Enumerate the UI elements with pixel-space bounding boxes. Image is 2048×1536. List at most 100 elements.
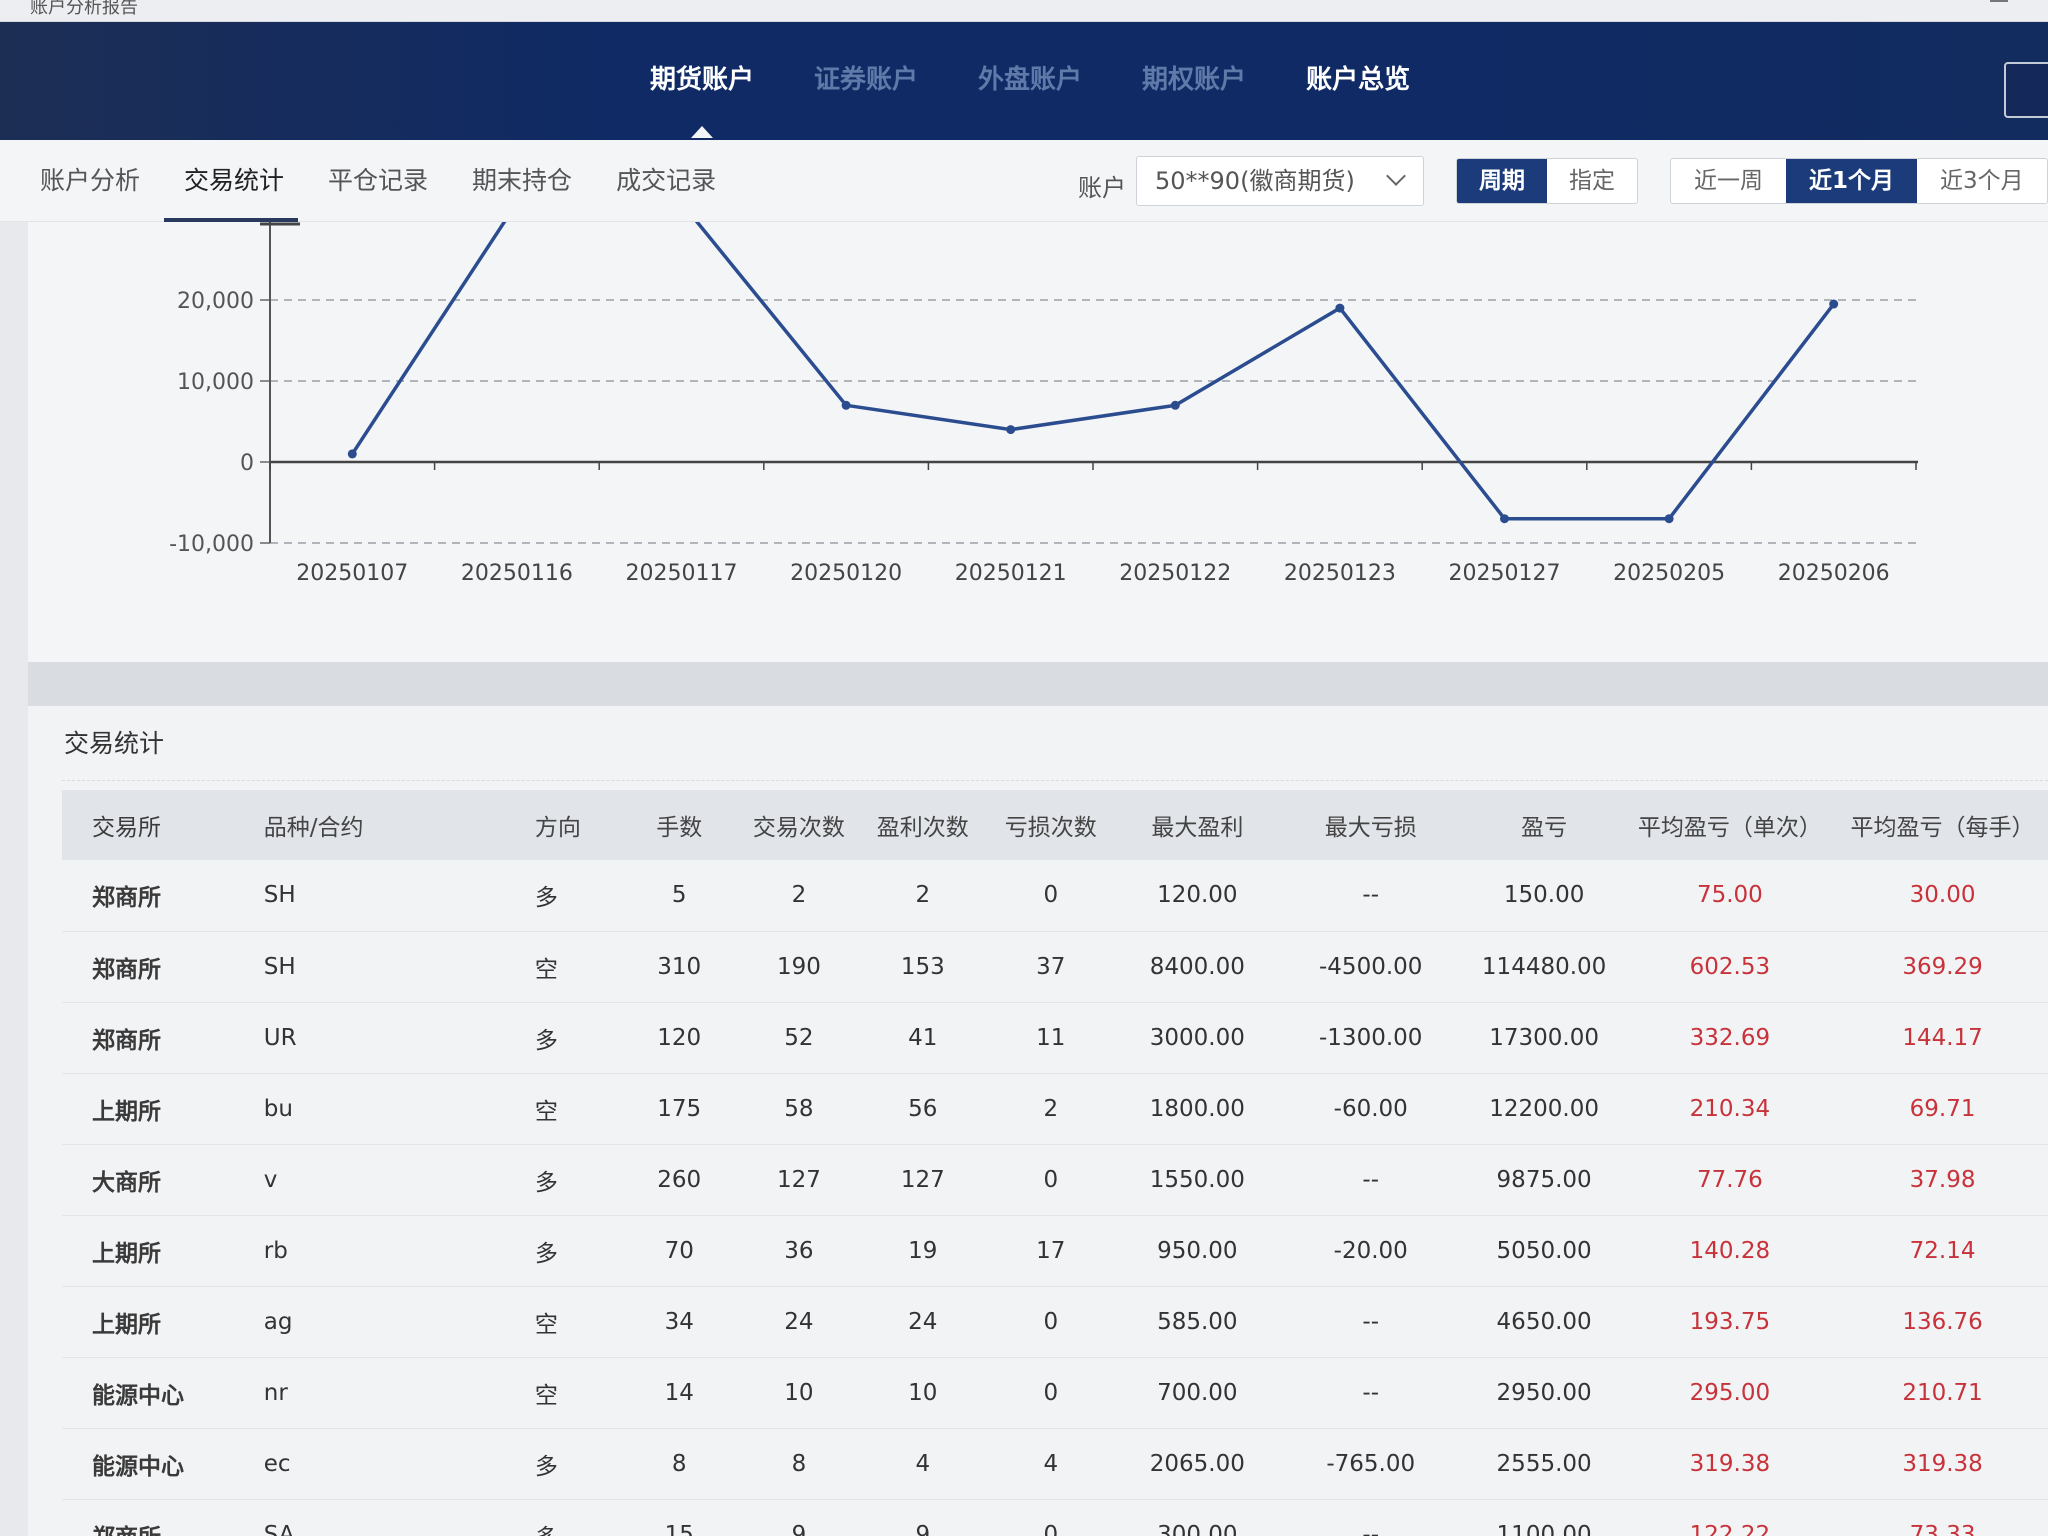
table-cell: --: [1279, 1144, 1462, 1216]
table-cell: 能源中心: [62, 1357, 248, 1429]
window-titlebar: 账户分析报告: [0, 0, 2048, 22]
table-cell: 多: [474, 860, 620, 932]
table-cell: 150.00: [1461, 860, 1627, 932]
column-header[interactable]: 交易所: [92, 815, 161, 841]
table-cell: 多: [474, 1499, 620, 1536]
column-header[interactable]: 盈利次数: [876, 815, 969, 841]
data-point: [1006, 425, 1016, 435]
table-cell: 19: [858, 1215, 987, 1287]
table-cell: ag: [247, 1286, 475, 1358]
data-point: [1170, 400, 1180, 410]
table-cell: 多: [474, 1215, 620, 1287]
column-header[interactable]: 平均盈亏（单次）: [1637, 815, 1822, 841]
column-header[interactable]: 方向: [534, 815, 581, 841]
y-tick-label: -10,000: [169, 532, 254, 557]
period-mode-toggle: 周期 指定: [1456, 158, 1638, 204]
table-cell: 700.00: [1114, 1357, 1280, 1429]
nav-tab-4[interactable]: 账户总览: [1306, 65, 1411, 95]
table-cell: 空: [474, 1357, 620, 1429]
sub-tab-1[interactable]: 交易统计: [162, 140, 306, 222]
table-cell: SH: [247, 860, 475, 932]
table-cell: 郑商所: [62, 931, 248, 1003]
table-row[interactable]: 上期所 bu 空 175 58 56 2 1800.00 -60.00 12200.00 210.3…: [62, 1073, 2048, 1145]
data-point: [347, 449, 357, 459]
table-row[interactable]: 大商所 v 多 260 127 127 0 1550.00 -- 9875.00 77.76 37.9…: [62, 1144, 2048, 1216]
sub-tab-4[interactable]: 成交记录: [616, 166, 717, 195]
table-cell: 24: [858, 1286, 987, 1358]
table-cell: 4650.00: [1461, 1286, 1627, 1358]
table-cell: 0: [986, 1357, 1115, 1429]
sub-tab-3[interactable]: 期末持仓: [472, 166, 573, 195]
sub-navbar: 账户分析 交易统计 平仓记录 期末持仓 成交记录 账户 50**90(徽商期货) 周期指…: [0, 140, 2048, 222]
column-header[interactable]: 平均盈亏（每手）: [1850, 815, 2035, 841]
table-row[interactable]: 郑商所 SH 多 5 2 2 0 120.00 -- 150.00 75.00 30.00: [62, 860, 2048, 932]
account-select[interactable]: 50**90(徽商期货): [1136, 156, 1424, 206]
table-cell: -765.00: [1279, 1428, 1462, 1500]
table-cell: 2950.00: [1461, 1357, 1627, 1429]
table-cell: 郑商所: [62, 1499, 248, 1536]
table-row[interactable]: 能源中心 ec 多 8 8 4 4 2065.00 -765.00 2555.00 319.38 31…: [62, 1428, 2048, 1500]
table-cell: 120: [619, 1002, 740, 1074]
table-cell: 319.38: [1833, 1428, 2048, 1500]
range-button-0[interactable]: 近一周: [1694, 168, 1763, 194]
column-header[interactable]: 交易次数: [752, 815, 845, 841]
column-header[interactable]: 最大亏损: [1324, 815, 1417, 841]
table-row[interactable]: 郑商所 SH 空 310 190 153 37 8400.00 -4500.00 114480.0…: [62, 931, 2048, 1003]
table-cell: 郑商所: [62, 1002, 248, 1074]
table-cell: 多: [474, 1428, 620, 1500]
table-row[interactable]: 上期所 rb 多 70 36 19 17 950.00 -20.00 5050.00 140.28 7…: [62, 1215, 2048, 1287]
mode-button-0[interactable]: 周期: [1457, 159, 1547, 203]
table-cell: 多: [474, 1002, 620, 1074]
nav-tab-0[interactable]: 期货账户: [620, 60, 784, 138]
table-cell: 77.76: [1626, 1144, 1834, 1216]
column-header[interactable]: 亏损次数: [1004, 815, 1097, 841]
table-row[interactable]: 能源中心 nr 空 14 10 10 0 700.00 -- 2950.00 295.00 210.7…: [62, 1357, 2048, 1429]
table-cell: 多: [474, 1144, 620, 1216]
table-cell: 8400.00: [1114, 931, 1280, 1003]
table-cell: 2: [739, 860, 859, 932]
nav-tab-3[interactable]: 期权账户: [1142, 65, 1247, 95]
table-cell: 8: [739, 1428, 859, 1500]
table-cell: 8: [619, 1428, 740, 1500]
table-row[interactable]: 上期所 ag 空 34 24 24 0 585.00 -- 4650.00 193.75 136.76: [62, 1286, 2048, 1358]
y-tick-label: 10,000: [177, 370, 254, 395]
column-header[interactable]: 手数: [656, 815, 703, 841]
mode-button-1[interactable]: 指定: [1569, 168, 1615, 194]
table-cell: 34: [619, 1286, 740, 1358]
column-header[interactable]: 品种/合约: [263, 815, 364, 841]
table-cell: 310: [619, 931, 740, 1003]
table-cell: 73.33: [1833, 1499, 2048, 1536]
table-cell: 69.71: [1833, 1073, 2048, 1145]
account-select-value: 50**90(徽商期货): [1155, 167, 1355, 195]
table-cell: 153: [858, 931, 987, 1003]
table-cell: 58: [739, 1073, 859, 1145]
account-type-tabs: 期货账户 证券账户 外盘账户 期权账户 账户总览: [620, 60, 1440, 138]
table-cell: 300.00: [1114, 1499, 1280, 1536]
analysis-tabs: 账户分析 交易统计 平仓记录 期末持仓 成交记录: [40, 140, 738, 222]
table-cell: 9: [739, 1499, 859, 1536]
panel-title: 交易统计: [64, 729, 165, 758]
sub-tab-0[interactable]: 账户分析: [40, 166, 141, 195]
sub-tab-2[interactable]: 平仓记录: [328, 166, 429, 195]
range-button-1[interactable]: 近1个月: [1786, 159, 1918, 203]
table-cell: ec: [247, 1428, 475, 1500]
table-cell: 585.00: [1114, 1286, 1280, 1358]
window-menu-button[interactable]: [2004, 62, 2048, 118]
x-tick-label: 20250206: [1778, 561, 1890, 586]
pnl-chart-panel: -10,000 0 10,000 20,000 20250107 20250116 2025…: [28, 222, 2048, 662]
table-cell: 0: [986, 1499, 1115, 1536]
table-cell: 295.00: [1626, 1357, 1834, 1429]
range-button-2[interactable]: 近3个月: [1940, 168, 2024, 194]
column-header[interactable]: 最大盈利: [1151, 815, 1244, 841]
panel-title-divider: [62, 780, 2048, 781]
table-cell: 332.69: [1626, 1002, 1834, 1074]
column-header[interactable]: 盈亏: [1521, 815, 1568, 841]
table-cell: -4500.00: [1279, 931, 1462, 1003]
minimize-icon[interactable]: [1990, 0, 2008, 2]
table-cell: UR: [247, 1002, 475, 1074]
nav-tab-1[interactable]: 证券账户: [814, 65, 919, 95]
table-cell: 空: [474, 1073, 620, 1145]
table-row[interactable]: 郑商所 UR 多 120 52 41 11 3000.00 -1300.00 17300.00 33…: [62, 1002, 2048, 1074]
nav-tab-2[interactable]: 外盘账户: [978, 65, 1083, 95]
